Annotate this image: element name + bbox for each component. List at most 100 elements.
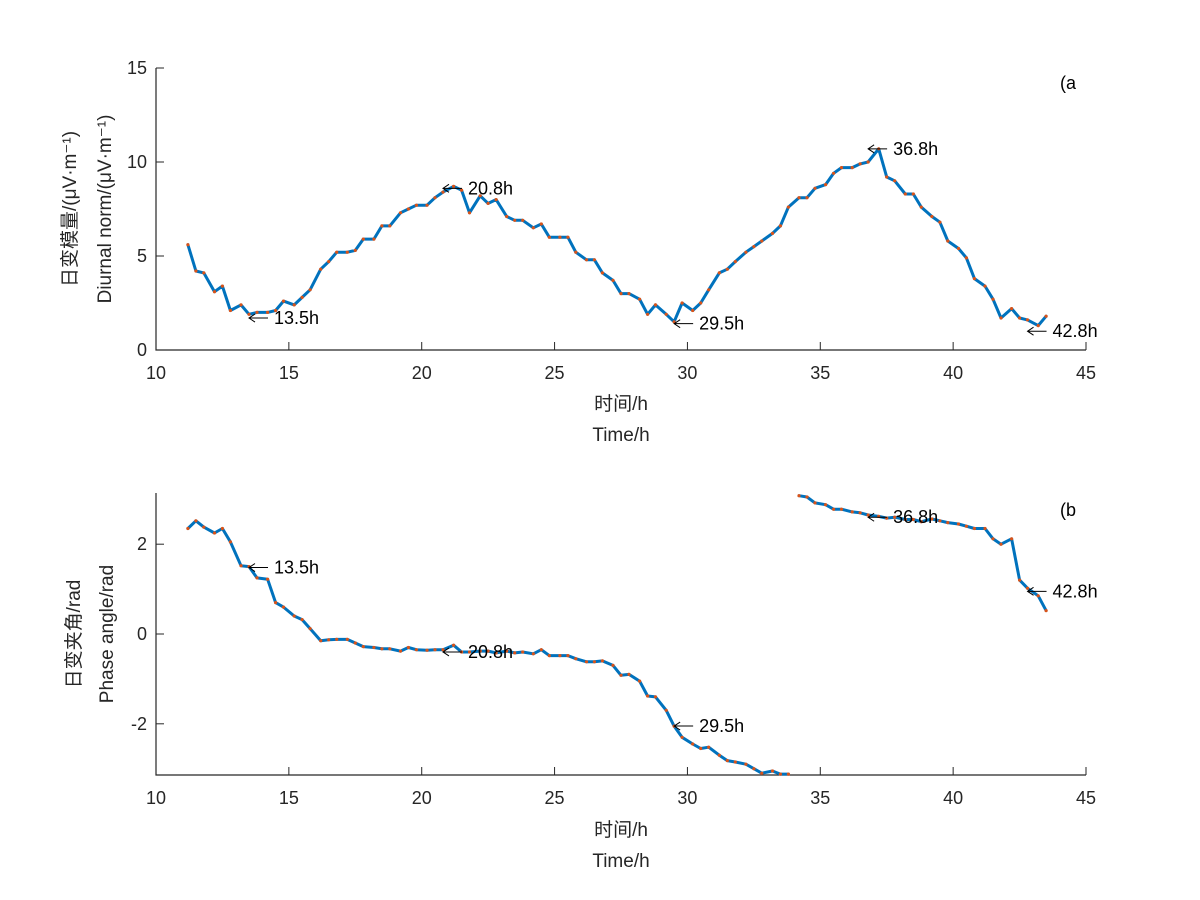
data-point <box>266 577 270 581</box>
annotation-arrow <box>248 313 268 323</box>
data-point <box>247 312 251 316</box>
data-point <box>467 650 472 654</box>
y-tick-label: -2 <box>131 714 147 734</box>
data-point <box>911 192 915 196</box>
data-point <box>699 746 703 751</box>
x-tick-label: 10 <box>146 788 166 808</box>
data-point <box>1010 307 1014 311</box>
panel-b-tag: (b <box>1060 500 1076 520</box>
panel-b-ylabel-en: Phase angle/rad <box>97 565 118 703</box>
data-point <box>786 205 791 209</box>
data-point <box>653 695 658 699</box>
data-point <box>281 299 286 303</box>
data-point <box>733 760 737 764</box>
annotation-label: 20.8h <box>468 642 513 662</box>
data-point <box>220 526 224 531</box>
data-point <box>452 643 456 647</box>
x-tick-label: 40 <box>943 788 963 808</box>
x-tick-label: 40 <box>943 363 963 383</box>
data-point <box>760 771 764 775</box>
data-point <box>228 308 232 313</box>
data-point <box>460 188 464 192</box>
data-point <box>646 694 650 698</box>
panel-a-xlabel-en: Time/h <box>592 425 649 446</box>
data-point <box>866 160 870 164</box>
data-point <box>964 524 969 528</box>
data-point <box>584 660 589 664</box>
y-tick-label: 0 <box>137 624 147 644</box>
data-point <box>478 649 482 653</box>
data-point <box>441 190 445 194</box>
panel-b-phase-angle: 10 15 20 25 30 35 40 45 -2 0 2 13.5h 20.8h 29.5h 36.… <box>63 493 1098 872</box>
data-point <box>521 218 525 222</box>
data-point <box>1018 578 1022 582</box>
x-tick-label: 35 <box>810 788 830 808</box>
data-point <box>327 260 331 264</box>
x-tick-label: 15 <box>279 788 299 808</box>
panel-b-series <box>186 494 1048 776</box>
data-point <box>398 211 403 215</box>
data-point <box>353 641 357 645</box>
panel-a-ylabel-en: Diurnal norm/(μV·m⁻¹) <box>95 115 116 304</box>
data-point <box>850 510 854 514</box>
y-tick-label: 10 <box>127 152 147 172</box>
annotation-label: 42.8h <box>1053 581 1098 601</box>
data-point <box>308 288 312 292</box>
data-point <box>398 649 403 653</box>
annotation-arrow <box>673 721 694 731</box>
data-point <box>885 175 889 179</box>
data-point <box>239 564 243 568</box>
data-point <box>266 310 270 314</box>
data-point <box>1010 537 1014 541</box>
data-point <box>292 303 296 307</box>
data-point <box>335 250 339 254</box>
panel-a-annotations: 13.5h 20.8h 29.5h 36.8h 42.8h <box>248 139 1098 341</box>
data-point <box>513 218 517 222</box>
data-point <box>531 652 535 656</box>
data-point <box>521 650 525 654</box>
x-tick-label: 45 <box>1076 788 1096 808</box>
annotation-arrow <box>1026 326 1047 336</box>
annotation-label: 36.8h <box>893 507 938 527</box>
annotation-arrow <box>867 512 888 522</box>
data-point <box>717 753 721 757</box>
data-point <box>972 526 977 531</box>
x-tick-label: 20 <box>412 788 432 808</box>
data-point <box>584 258 589 262</box>
y-tick-label: 15 <box>127 58 147 78</box>
data-point <box>1025 318 1030 322</box>
data-point <box>566 235 570 239</box>
panel-a-xlabel-cn: 时间/h <box>594 393 648 415</box>
x-tick-label: 15 <box>279 363 299 383</box>
data-point <box>558 235 562 239</box>
annotation-label: 13.5h <box>274 558 319 578</box>
data-point <box>770 231 775 235</box>
data-point <box>938 519 942 523</box>
data-point <box>433 196 437 200</box>
data-point <box>372 645 376 650</box>
panel-b-xlabel-cn: 时间/h <box>594 819 648 841</box>
data-point <box>300 295 304 299</box>
data-point <box>839 507 844 511</box>
panel-a-y-ticks: 0 5 10 15 <box>127 58 164 360</box>
panel-a-tag: (a <box>1060 73 1077 93</box>
data-point <box>505 214 509 219</box>
data-point <box>281 605 286 609</box>
data-point <box>228 540 232 544</box>
data-point <box>345 250 349 254</box>
data-point <box>893 179 897 183</box>
data-point <box>619 673 623 677</box>
data-point <box>255 310 259 314</box>
data-point <box>778 772 783 776</box>
annotation-arrow <box>442 183 462 193</box>
data-point <box>611 278 615 282</box>
data-point <box>858 162 862 166</box>
data-point <box>600 659 605 663</box>
data-point <box>611 663 615 668</box>
y-tick-label: 2 <box>137 534 147 554</box>
data-point <box>638 679 642 683</box>
data-point <box>380 224 384 228</box>
data-point <box>361 237 365 241</box>
data-point <box>999 542 1003 546</box>
